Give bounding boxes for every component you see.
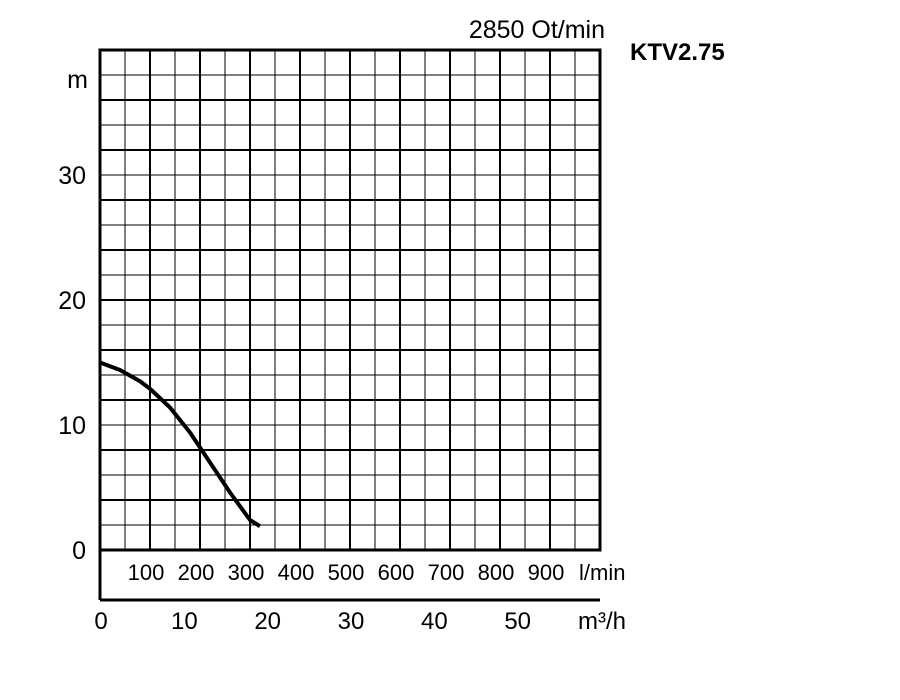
- lpm-tick-label: 200: [178, 560, 215, 585]
- m3h-tick-label: 40: [421, 608, 448, 635]
- chart-title: 2850 Ot/min: [469, 16, 605, 44]
- lpm-tick-label: 100: [128, 560, 165, 585]
- series-layer: [99, 360, 262, 528]
- m3h-tick-label: 30: [338, 608, 365, 635]
- y-tick-label: 20: [58, 287, 86, 315]
- lpm-tick-label: 600: [378, 560, 415, 585]
- lpm-tick-label: 400: [278, 560, 315, 585]
- m3h-tick-label: 50: [504, 608, 531, 635]
- m3h-tick-label: 10: [171, 608, 198, 635]
- y-tick-label: 0: [72, 537, 86, 565]
- lpm-tick-label: 500: [328, 560, 365, 585]
- y-tick-label: 30: [58, 162, 86, 190]
- pump-curve-line: [99, 360, 262, 528]
- x-axis-label-lpm: l/min: [579, 560, 625, 585]
- x-axis-label-m3h: m³/h: [578, 608, 626, 635]
- lpm-tick-label: 900: [528, 560, 565, 585]
- axes: [98, 48, 602, 602]
- lpm-tick-label: 800: [478, 560, 515, 585]
- m3h-tick-label: 0: [94, 608, 107, 635]
- m3h-tick-label: 20: [254, 608, 281, 635]
- model-label: KTV2.75: [630, 39, 725, 66]
- plot-frame: [98, 48, 602, 552]
- lpm-tick-label: 700: [428, 560, 465, 585]
- labels: 2850 Ot/min KTV2.75 m l/min m³/h 0 10 20 30…: [58, 16, 725, 635]
- grid: [99, 49, 601, 551]
- y-axis-label: m: [67, 66, 88, 94]
- y-tick-label: 10: [58, 412, 86, 440]
- lpm-tick-label: 300: [228, 560, 265, 585]
